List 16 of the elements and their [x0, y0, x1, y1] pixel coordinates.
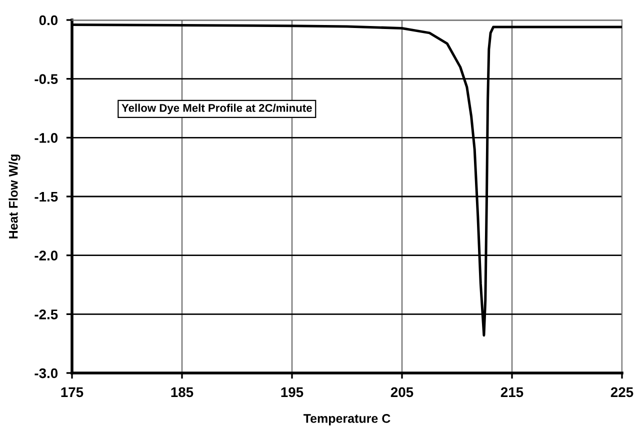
x-tick-label: 225: [610, 387, 634, 398]
x-tick-label: 215: [500, 387, 524, 398]
y-tick-label: -2.5: [34, 310, 58, 320]
y-tick-label: 0.0: [39, 15, 58, 26]
y-tick-label: -1.5: [34, 192, 58, 202]
y-tick-label: -0.5: [34, 74, 58, 84]
x-tick-label: 175: [61, 387, 84, 398]
y-tick-label: -1.0: [34, 133, 58, 143]
x-axis-title: Temperature C: [303, 414, 390, 426]
x-tick-label: 185: [171, 387, 194, 398]
y-axis-title: Heat Flow W/g: [8, 154, 20, 238]
x-tick-label: 205: [390, 387, 414, 398]
x-tick-label: 195: [281, 387, 304, 398]
annotation: Yellow Dye Melt Profile at 2C/minute: [122, 104, 312, 114]
y-tick-label: -3.0: [34, 368, 58, 378]
y-tick-label: -2.0: [34, 250, 58, 261]
